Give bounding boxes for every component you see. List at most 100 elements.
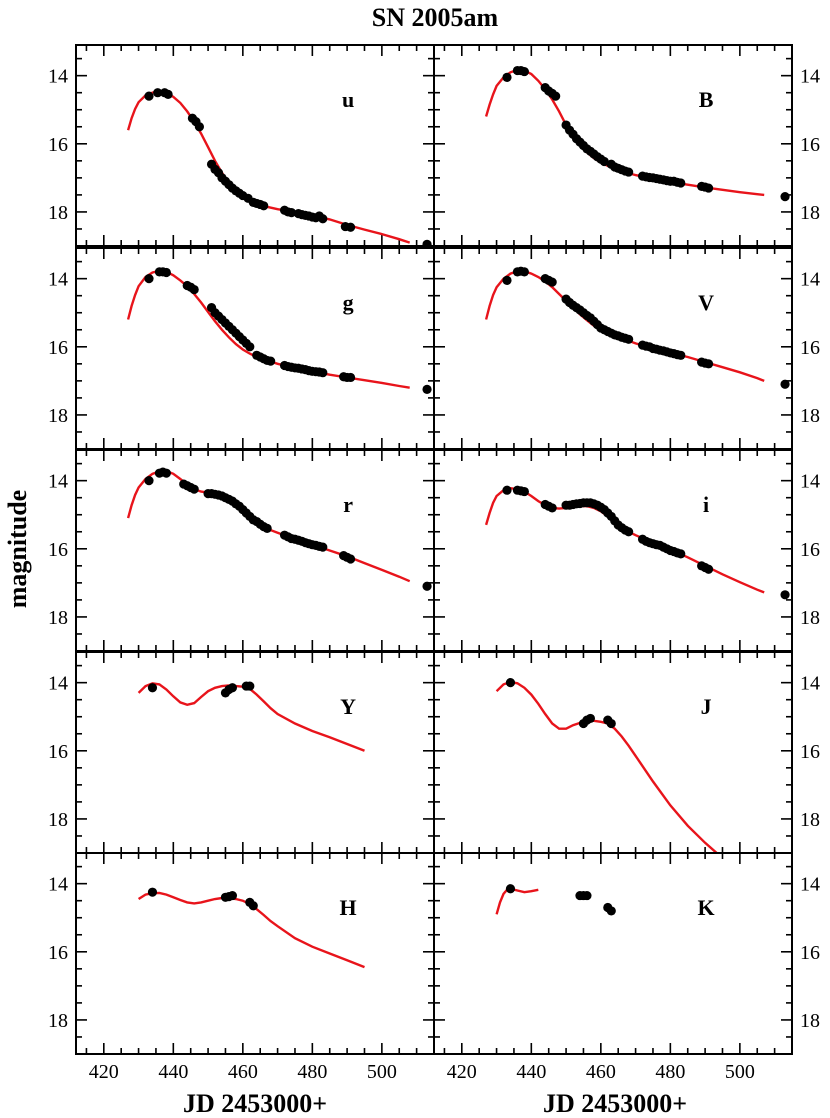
y-tick-label: 16 — [800, 942, 820, 964]
y-tick-label: 14 — [800, 269, 820, 291]
data-point-B — [624, 167, 634, 177]
data-point-g — [161, 267, 171, 278]
y-tick-label: 14 — [800, 874, 820, 896]
x-axis-label-right: JD 2453000+ — [543, 1089, 687, 1118]
data-point-u — [318, 214, 328, 224]
data-point-K — [582, 890, 592, 901]
data-point-g — [422, 384, 432, 394]
data-point-K — [505, 884, 516, 894]
panel-B: 14 16 18 B — [433, 44, 820, 247]
data-point-B — [676, 178, 686, 188]
data-point-g — [266, 356, 276, 366]
data-point-V — [780, 379, 790, 389]
data-point-u — [194, 122, 204, 132]
data-point-r — [144, 476, 154, 486]
panel-frame-B — [433, 44, 793, 247]
panel-frame-H — [75, 852, 435, 1055]
model-curve-g — [126, 269, 410, 389]
band-label-g: g — [343, 290, 354, 315]
y-tick-label: 14 — [48, 673, 68, 695]
y-tick-label: 18 — [48, 809, 68, 831]
y-tick-label: 16 — [48, 337, 68, 359]
model-curve-u — [126, 89, 411, 244]
data-point-i — [676, 549, 686, 559]
panel-K: 14 16 18 420 440 460 480 500 K — [433, 852, 820, 1083]
y-tick-label: 16 — [48, 134, 68, 156]
data-point-g — [144, 274, 154, 284]
data-point-H — [227, 890, 238, 901]
model-curve-i — [484, 486, 765, 594]
y-tick-label: 16 — [48, 539, 68, 561]
panel-frame-r — [75, 449, 435, 652]
data-point-i — [703, 564, 714, 574]
panel-J: 14 16 18 J — [433, 651, 820, 854]
data-point-B — [703, 183, 714, 193]
data-point-g — [245, 342, 255, 352]
data-point-K — [606, 906, 616, 916]
y-tick-label: 14 — [48, 471, 68, 493]
data-point-V — [547, 277, 557, 287]
band-label-H: H — [340, 895, 357, 920]
band-label-B: B — [699, 87, 714, 112]
model-curve-J — [495, 680, 719, 853]
data-point-B — [780, 192, 790, 202]
data-point-r — [189, 484, 199, 494]
y-tick-label: 16 — [48, 741, 68, 763]
panel-g: 14 16 18 g — [48, 247, 435, 450]
data-point-u — [422, 239, 432, 246]
data-point-i — [624, 527, 634, 537]
band-label-J: J — [701, 694, 712, 719]
data-point-r — [262, 523, 272, 533]
y-tick-label: 18 — [48, 1010, 68, 1032]
y-tick-label: 14 — [48, 66, 68, 88]
y-tick-label: 18 — [48, 607, 68, 629]
data-point-J — [505, 678, 516, 688]
data-point-J — [606, 718, 616, 729]
x-tick-label: 420 — [447, 1061, 477, 1083]
data-point-Y — [245, 681, 255, 691]
panel-frame-V — [433, 247, 793, 450]
data-point-V — [703, 359, 714, 369]
y-tick-label: 18 — [800, 1010, 820, 1032]
figure-title: SN 2005am — [372, 3, 499, 32]
x-tick-label: 440 — [158, 1061, 188, 1083]
x-tick-label: 500 — [725, 1061, 755, 1083]
y-tick-label: 18 — [800, 405, 820, 427]
panel-frame-Y — [75, 651, 435, 854]
y-tick-label: 18 — [800, 607, 820, 629]
model-curve-V — [484, 270, 765, 383]
panels-group: 141618u141618B141618g141618V141618r14161… — [48, 44, 820, 1083]
data-point-i — [780, 590, 790, 600]
y-tick-label: 18 — [800, 202, 820, 224]
x-tick-label: 420 — [89, 1061, 119, 1083]
data-point-V — [624, 334, 634, 344]
data-point-i — [547, 503, 557, 513]
y-tick-label: 16 — [800, 741, 820, 763]
data-point-B — [599, 156, 609, 167]
data-point-V — [502, 275, 512, 285]
y-tick-label: 18 — [48, 202, 68, 224]
panel-u: 14 16 18 u — [48, 44, 435, 247]
data-point-B — [519, 66, 529, 77]
panel-Y: 14 16 18 Y — [48, 651, 435, 854]
data-point-B — [551, 91, 561, 101]
band-label-V: V — [698, 290, 714, 315]
y-tick-label: 16 — [48, 942, 68, 964]
data-point-r — [345, 554, 356, 564]
data-point-u — [259, 201, 269, 211]
panel-frame-i — [433, 449, 793, 652]
data-point-V — [676, 350, 686, 360]
y-tick-label: 16 — [800, 134, 820, 156]
panel-frame-u — [75, 44, 435, 247]
panel-frame-K — [433, 852, 793, 1055]
data-point-B — [502, 72, 512, 82]
panel-frame-J — [433, 651, 793, 854]
x-tick-label: 480 — [655, 1061, 685, 1083]
x-tick-label: 480 — [297, 1061, 327, 1083]
data-point-r — [318, 542, 328, 552]
panel-V: 14 16 18 V — [433, 247, 820, 450]
data-point-g — [318, 368, 328, 378]
data-point-g — [189, 284, 199, 295]
data-point-i — [502, 485, 512, 495]
